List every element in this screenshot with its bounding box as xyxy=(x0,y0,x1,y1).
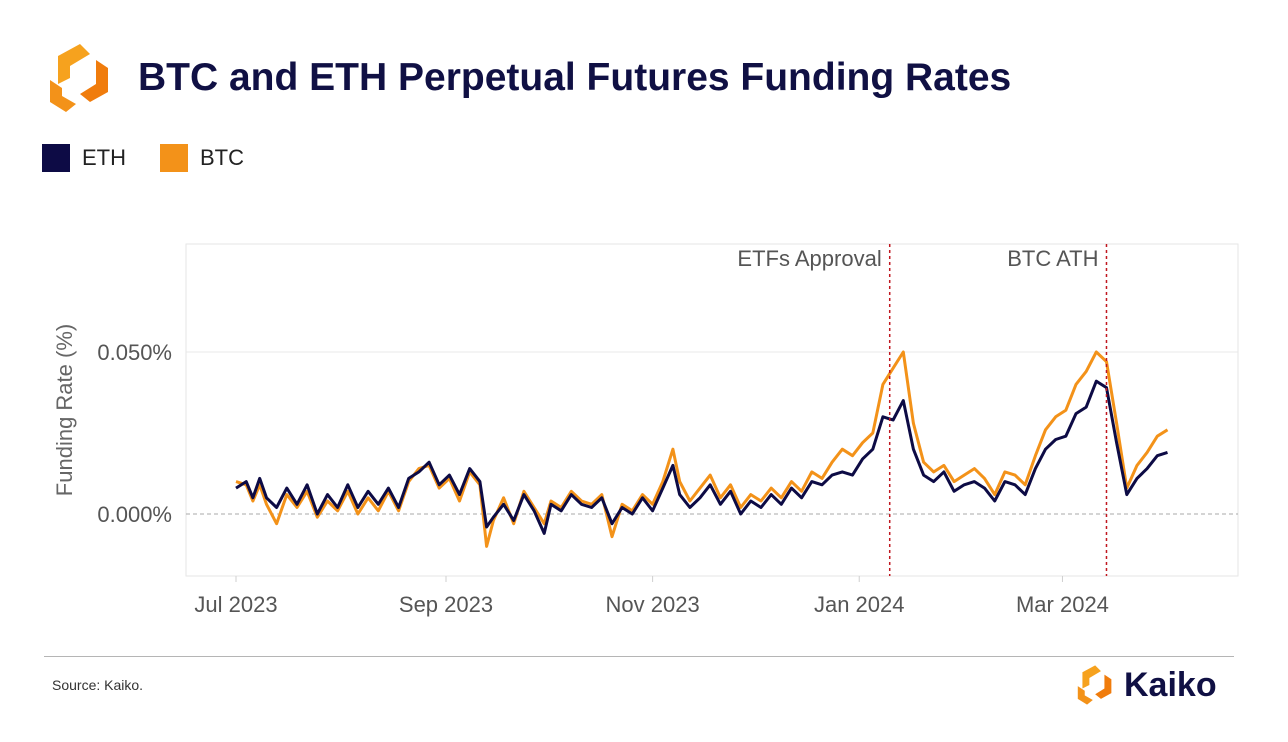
y-axis-label: Funding Rate (%) xyxy=(52,324,77,496)
kaiko-brand: Kaiko xyxy=(1072,658,1217,712)
kaiko-logo-icon xyxy=(50,44,108,112)
legend-label-btc: BTC xyxy=(200,145,244,170)
legend-swatch-btc xyxy=(160,144,188,172)
legend-swatch-eth xyxy=(42,144,70,172)
y-tick-label: 0.050% xyxy=(97,340,172,365)
annotation-label: ETFs Approval xyxy=(737,246,881,271)
series-line-btc xyxy=(235,350,1169,548)
legend-label-eth: ETH xyxy=(82,145,126,170)
x-tick-label: Jan 2024 xyxy=(814,592,905,617)
x-tick-label: Sep 2023 xyxy=(399,592,493,617)
footer-divider xyxy=(44,656,1234,657)
x-tick-label: Mar 2024 xyxy=(1016,592,1109,617)
kaiko-logo-icon xyxy=(1077,665,1112,705)
annotation-label: BTC ATH xyxy=(1007,246,1098,271)
legend-item-btc: BTC xyxy=(160,144,244,172)
x-tick-label: Nov 2023 xyxy=(606,592,700,617)
brand-name: Kaiko xyxy=(1124,665,1217,704)
legend-item-eth: ETH xyxy=(42,144,126,172)
plot-frame xyxy=(185,243,1239,577)
source-note: Source: Kaiko. xyxy=(52,677,144,693)
x-tick-label: Jul 2023 xyxy=(194,592,277,617)
chart-title: BTC and ETH Perpetual Futures Funding Ra… xyxy=(138,56,1012,99)
y-tick-label: 0.000% xyxy=(97,502,172,527)
series-line-eth xyxy=(235,379,1168,535)
legend: ETH BTC xyxy=(42,143,278,173)
